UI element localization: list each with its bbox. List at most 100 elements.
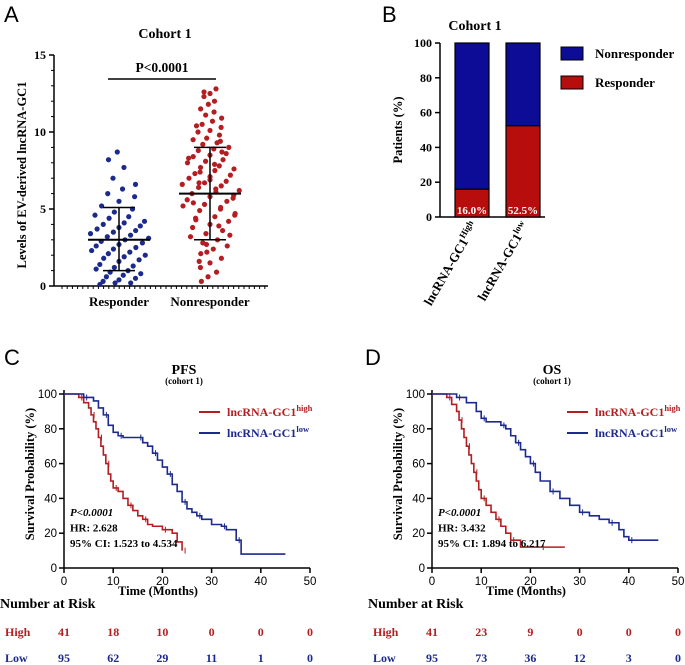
- y-tick-label: 0: [40, 279, 46, 293]
- panel-c-subtitle: (cohort 1): [165, 376, 203, 386]
- y-tick-label: 100: [414, 36, 432, 50]
- legend-label: lncRNA-GC1low: [227, 424, 310, 440]
- y-tick-label: 80: [412, 424, 425, 436]
- x-tick-label: Nonresponder: [170, 294, 249, 309]
- data-point: [213, 269, 220, 275]
- legend-label: Nonresponder: [595, 46, 674, 61]
- panel-a-ylabel: Levels of EV-derived lncRNA-GC1: [15, 82, 29, 269]
- data-point: [198, 278, 204, 284]
- data-point: [201, 180, 208, 186]
- y-tick-label: 60: [420, 106, 432, 120]
- x-tick-label: 10: [107, 576, 120, 588]
- data-point: [236, 187, 242, 194]
- data-point: [104, 234, 110, 240]
- y-tick-label: 20: [412, 528, 425, 540]
- x-tick-label: 40: [622, 576, 635, 588]
- bar-segment: [454, 188, 490, 218]
- data-point: [105, 191, 111, 197]
- risk-value: 41: [426, 625, 438, 639]
- data-point: [203, 231, 209, 237]
- data-point: [142, 252, 148, 258]
- data-point: [141, 218, 148, 224]
- bar-segment: [505, 125, 541, 218]
- data-point: [196, 180, 202, 186]
- data-point: [220, 157, 226, 163]
- x-tick-label: 40: [254, 576, 267, 588]
- data-point: [89, 247, 95, 254]
- data-point: [190, 137, 196, 143]
- data-point: [190, 154, 196, 160]
- panel-a-points: [87, 86, 242, 288]
- y-tick-label: 60: [412, 459, 425, 471]
- survival-curve: [432, 393, 659, 541]
- y-tick-label: 60: [44, 459, 57, 471]
- y-tick-label: 100: [38, 389, 57, 401]
- panel-c-curves: [64, 393, 286, 555]
- risk-value: 0: [307, 625, 313, 639]
- legend-label: Responder: [595, 75, 655, 90]
- panel-d-stats: P<0.0001 HR: 3.432 95% CI: 1.894 to 6.217: [438, 507, 546, 550]
- data-point: [218, 255, 224, 261]
- data-point: [132, 275, 139, 281]
- data-point: [220, 227, 226, 234]
- y-tick-label: 80: [44, 424, 57, 436]
- data-point: [205, 101, 211, 107]
- x-tick-label: 50: [304, 576, 317, 588]
- data-point: [87, 231, 94, 237]
- panel-a-scatter: Cohort 1 Levels of EV-derived lncRNA-GC1…: [15, 27, 268, 309]
- panel-label-b: B: [382, 2, 397, 27]
- risk-value: 0: [307, 651, 313, 665]
- data-point: [180, 203, 186, 209]
- data-point: [211, 98, 218, 104]
- data-point: [127, 249, 133, 255]
- data-point: [210, 246, 216, 252]
- data-point: [216, 163, 222, 169]
- risk-value: 29: [156, 651, 168, 665]
- data-point: [137, 223, 143, 229]
- panel-c-legend: lncRNA-GC1high lncRNA-GC1low: [199, 403, 313, 440]
- x-tick-label: 50: [672, 576, 685, 588]
- stat-line: HR: 3.432: [438, 523, 486, 535]
- risk-value: 1: [258, 651, 264, 665]
- bar-segment: [454, 42, 490, 190]
- panel-label-c: C: [4, 345, 20, 370]
- data-point: [224, 198, 230, 204]
- data-point: [187, 234, 194, 240]
- y-tick-label: 20: [420, 175, 432, 189]
- risk-value: 36: [524, 651, 536, 665]
- data-point: [128, 280, 134, 286]
- data-point: [223, 150, 229, 157]
- data-point: [196, 258, 202, 264]
- x-tick-label: 10: [475, 576, 488, 588]
- data-point: [193, 217, 199, 223]
- legend-label: lncRNA-GC1high: [227, 403, 313, 419]
- data-point: [216, 132, 223, 138]
- legend-swatch: [560, 46, 584, 61]
- data-point: [203, 241, 210, 248]
- data-point: [99, 203, 105, 209]
- data-point: [202, 158, 209, 164]
- data-point: [110, 229, 116, 235]
- risk-table-heading: Number at Risk: [368, 597, 464, 612]
- panel-b-ylabel: Patients (%): [391, 97, 405, 164]
- y-tick-label: 40: [44, 493, 57, 505]
- survival-curve: [432, 393, 565, 548]
- data-point: [190, 224, 196, 231]
- data-point: [213, 86, 219, 92]
- y-tick-label: 10: [34, 125, 46, 139]
- data-point: [93, 266, 99, 272]
- panel-b-axes: 0 20 40 60 80 100: [414, 36, 545, 224]
- data-point: [121, 254, 127, 260]
- data-point: [116, 277, 122, 283]
- risk-value: 18: [107, 625, 119, 639]
- x-tick-label: Responder: [89, 294, 149, 309]
- data-point: [211, 109, 217, 115]
- panel-c-title: PFS: [172, 363, 197, 378]
- risk-value: 10: [156, 625, 168, 639]
- data-point: [212, 167, 218, 174]
- data-point: [112, 280, 118, 286]
- data-point: [218, 183, 224, 189]
- data-point: [211, 161, 218, 167]
- data-point: [116, 198, 122, 204]
